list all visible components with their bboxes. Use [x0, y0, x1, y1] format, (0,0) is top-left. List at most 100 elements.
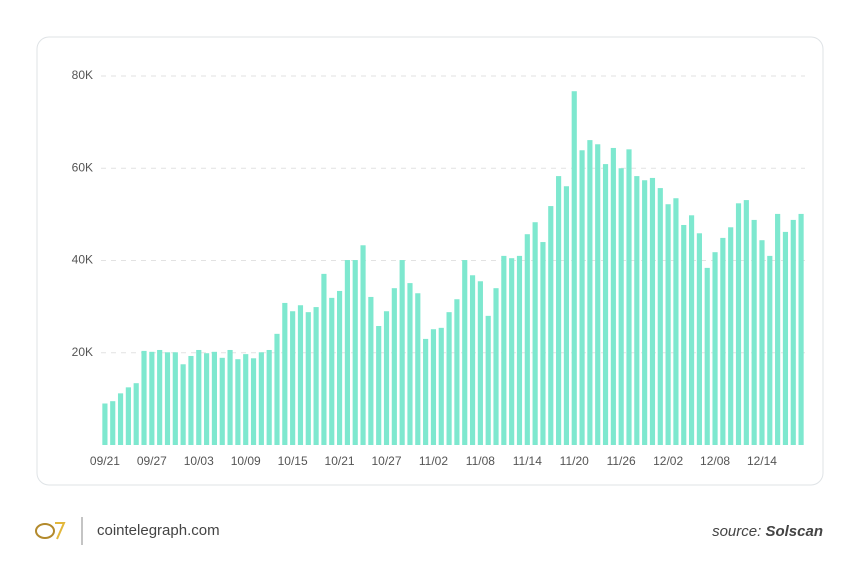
x-tick-label: 11/08	[466, 454, 495, 468]
x-tick-label: 11/02	[419, 454, 448, 468]
bar	[462, 260, 468, 445]
source: source: Solscan	[712, 523, 823, 540]
bar	[149, 351, 155, 445]
bar	[790, 219, 796, 445]
bar	[477, 281, 483, 445]
bar	[117, 393, 124, 445]
bar	[102, 403, 108, 445]
site-name: cointelegraph.com	[97, 522, 220, 539]
bar	[227, 349, 233, 445]
bar	[649, 177, 656, 445]
bar	[587, 140, 593, 445]
bar	[313, 307, 319, 445]
bar	[767, 255, 773, 445]
y-tick-label: 20K	[72, 345, 93, 359]
bar	[235, 359, 241, 445]
bar	[735, 203, 742, 445]
bar	[125, 387, 131, 445]
source-name: Solscan	[765, 523, 823, 540]
x-tick-label: 12/02	[653, 454, 683, 468]
bar	[211, 351, 218, 445]
bar	[720, 237, 726, 445]
bar	[454, 299, 460, 445]
bar	[329, 297, 335, 445]
bar	[407, 283, 413, 445]
x-tick-label: 10/09	[231, 454, 261, 468]
bar	[524, 234, 530, 445]
bar	[133, 383, 139, 445]
bar	[290, 311, 296, 445]
bar	[164, 352, 171, 445]
x-tick-label: 10/21	[325, 454, 355, 468]
bar	[579, 150, 585, 446]
bar	[775, 213, 781, 445]
x-tick-label: 10/27	[371, 454, 401, 468]
bar	[688, 215, 695, 445]
bar	[368, 296, 374, 445]
bar	[563, 186, 570, 445]
bar	[485, 315, 491, 445]
bar	[673, 198, 679, 445]
bar	[282, 302, 288, 445]
bar	[376, 325, 382, 445]
bar	[172, 352, 178, 445]
bar	[595, 144, 601, 445]
bar	[493, 288, 499, 445]
bar	[548, 206, 554, 445]
bar	[610, 147, 616, 445]
bar	[556, 176, 562, 445]
bar	[415, 293, 421, 445]
bar	[383, 311, 390, 445]
bar	[266, 349, 272, 445]
bar	[110, 401, 116, 445]
bar	[219, 357, 225, 445]
bar	[250, 358, 257, 445]
bar	[751, 219, 757, 445]
bar	[196, 349, 202, 445]
bar	[423, 338, 429, 445]
bar	[157, 349, 163, 445]
bar	[501, 255, 507, 445]
bar	[352, 260, 358, 445]
bar	[657, 188, 663, 446]
bar	[391, 288, 397, 445]
x-tick-label: 11/26	[607, 454, 636, 468]
bar	[336, 290, 343, 445]
x-tick-label: 09/21	[90, 454, 120, 468]
bar	[204, 353, 210, 445]
bar	[728, 227, 734, 445]
bar	[141, 350, 147, 445]
bar	[509, 258, 515, 445]
bar	[258, 352, 264, 445]
bar	[430, 329, 437, 445]
bar	[180, 364, 186, 445]
bar	[540, 242, 546, 445]
bar	[782, 231, 789, 445]
bar	[681, 224, 687, 445]
bar	[571, 91, 577, 445]
source-prefix: source:	[712, 523, 761, 540]
bar	[759, 240, 765, 445]
bar	[360, 245, 366, 445]
bar	[704, 267, 710, 445]
bar	[399, 260, 405, 445]
y-tick-label: 60K	[72, 160, 93, 174]
bar	[438, 327, 444, 445]
bar	[297, 305, 304, 445]
bar	[532, 222, 538, 445]
x-tick-label: 12/08	[700, 454, 730, 468]
x-tick-label: 09/27	[137, 454, 167, 468]
bar	[642, 180, 648, 445]
bar	[696, 233, 702, 445]
y-tick-label: 80K	[72, 68, 93, 82]
bar	[469, 275, 476, 445]
bar	[618, 168, 624, 445]
bar	[344, 260, 350, 445]
bar	[516, 255, 523, 445]
bar	[243, 354, 249, 445]
x-tick-label: 11/14	[513, 454, 542, 468]
bar	[274, 333, 280, 445]
logo	[35, 517, 83, 545]
y-tick-label: 40K	[72, 253, 93, 267]
